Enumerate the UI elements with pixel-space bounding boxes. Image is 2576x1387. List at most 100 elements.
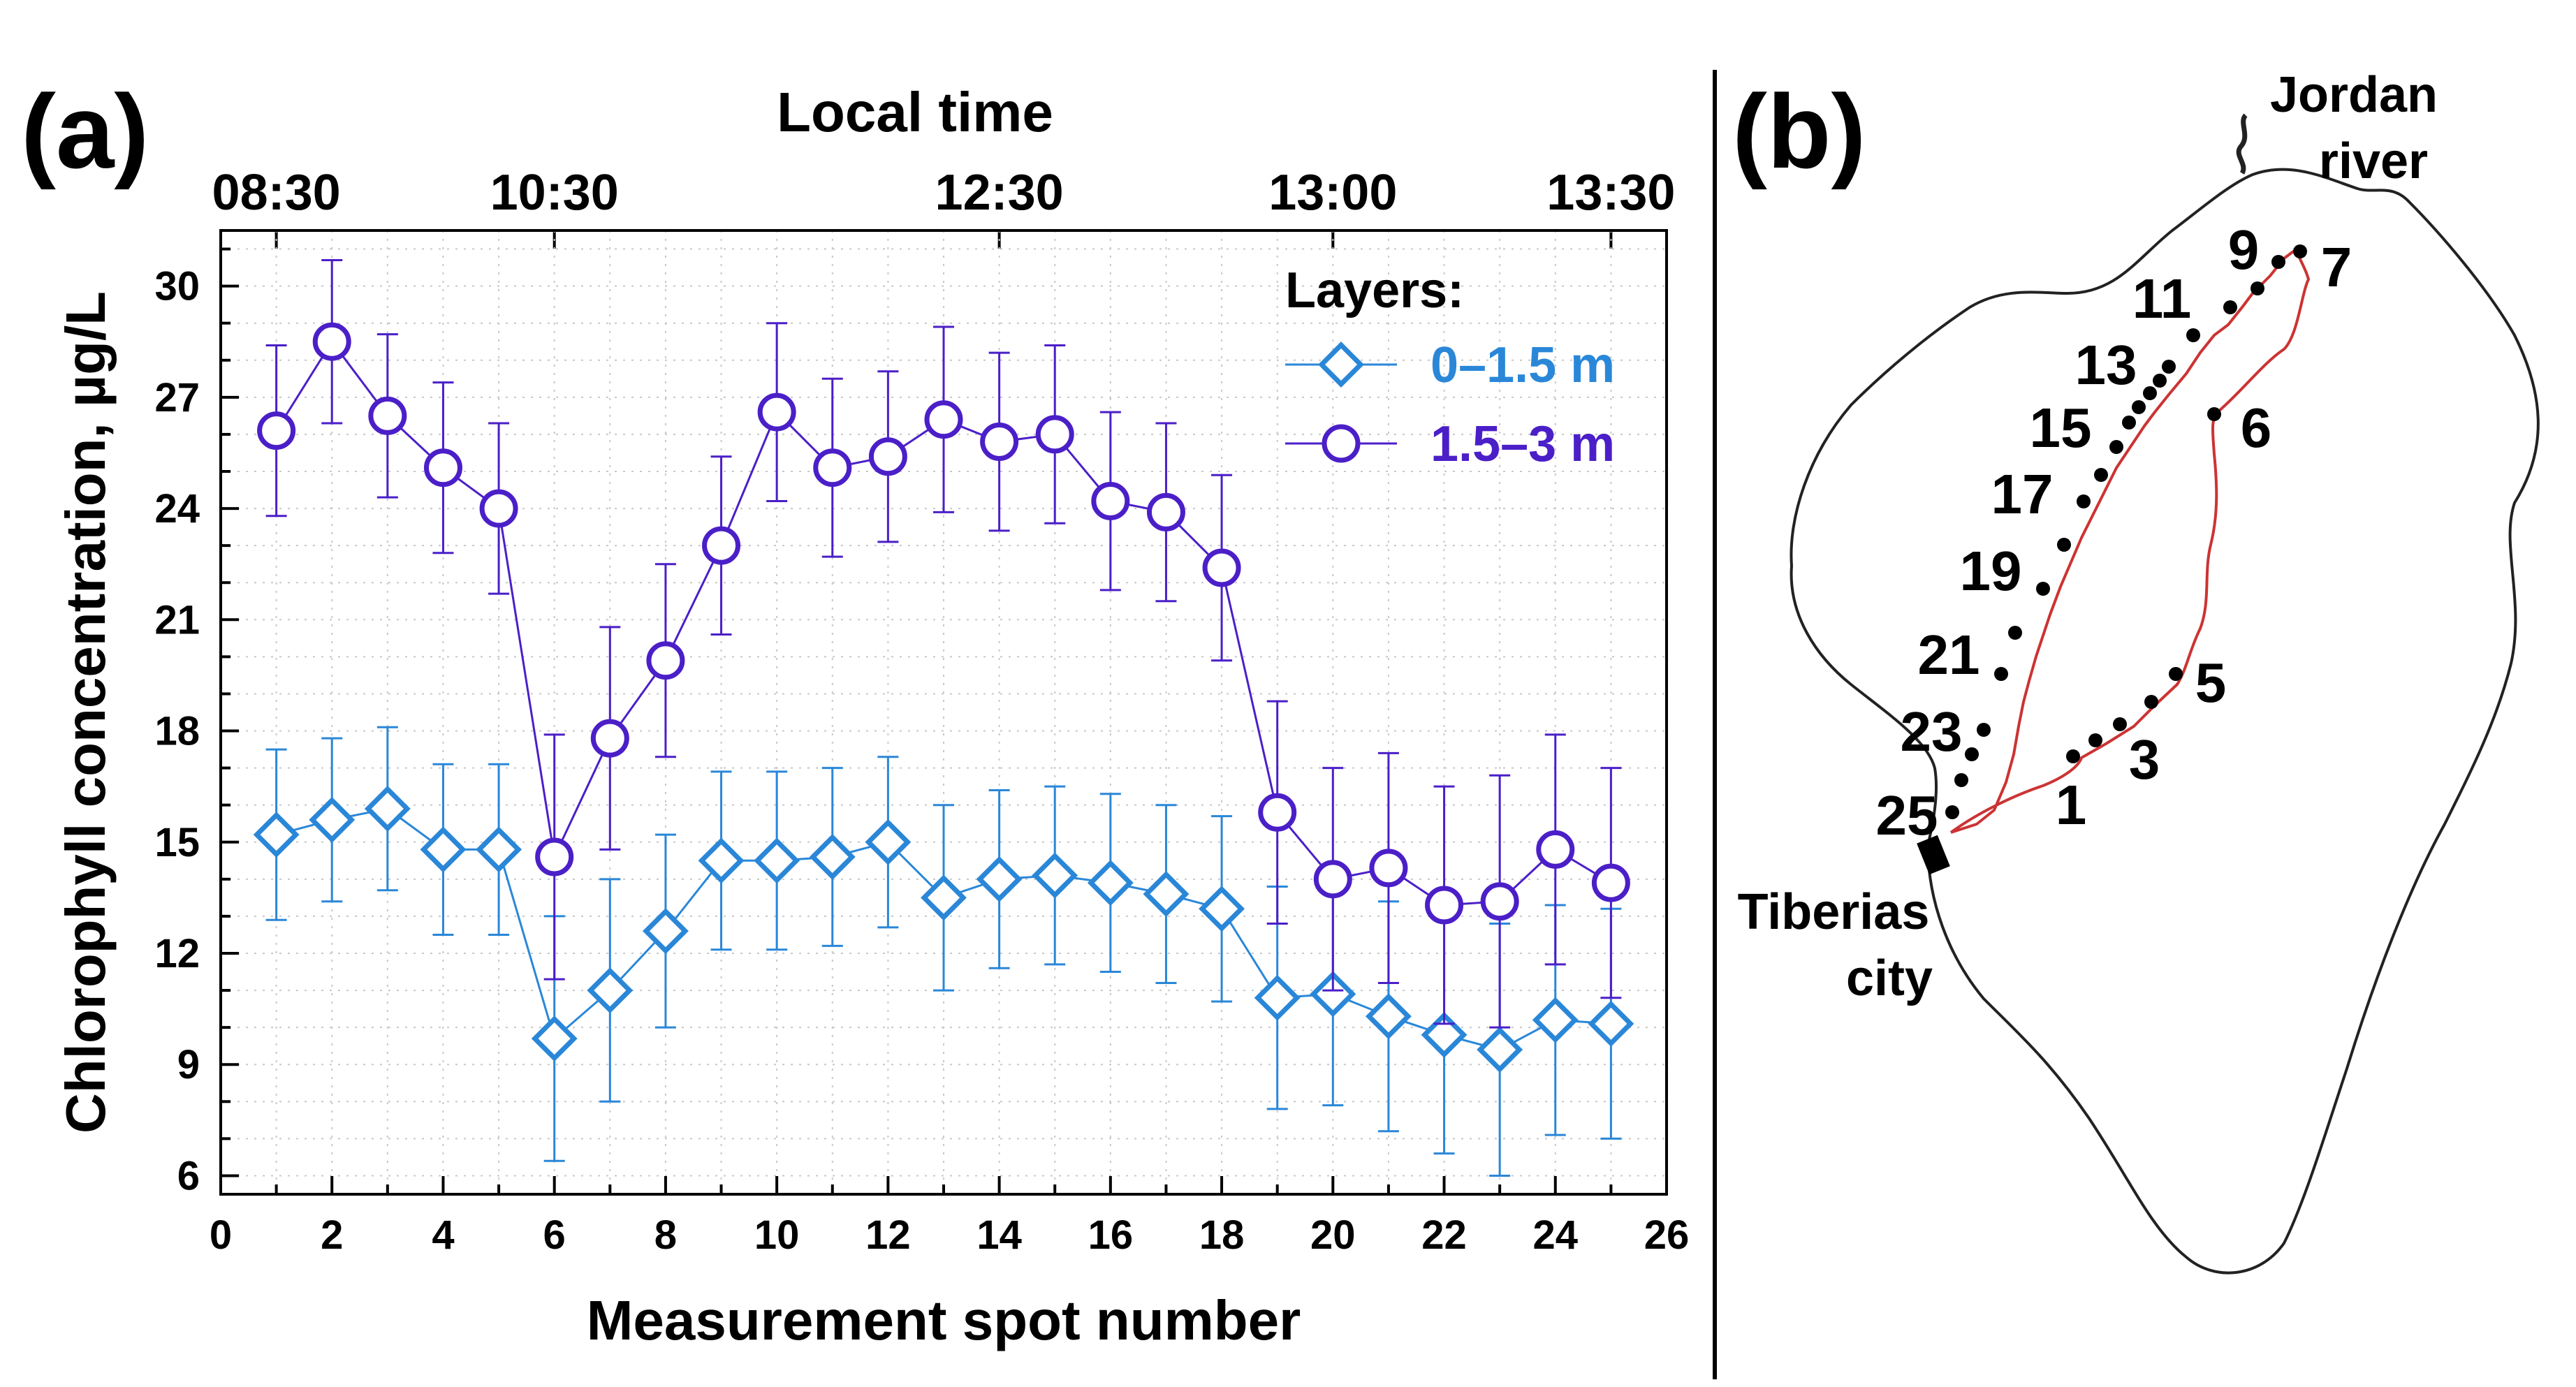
data-point-circle: [757, 392, 796, 432]
data-point-diamond: [253, 812, 300, 858]
spot-dot: [2057, 538, 2071, 552]
spot-dot: [2251, 281, 2264, 295]
map-panel: 1 3 5 6 7 9 11 13 15 17 19 21 23 25 Jord…: [1738, 67, 2540, 1275]
data-point-circle: [1146, 492, 1185, 531]
data-point-diamond: [1143, 871, 1190, 918]
top-axis-title: Local time: [777, 81, 1053, 143]
panel-b-label: (b): [1732, 73, 1866, 190]
series-shallow: [253, 726, 1634, 1177]
data-point-circle: [1258, 793, 1297, 832]
spot-label: 15: [2030, 397, 2092, 459]
data-point-circle: [368, 396, 407, 435]
legend-label-shallow: 0–1.5 m: [1430, 337, 1615, 393]
data-point-diamond: [1532, 997, 1579, 1043]
x-tick-label: 12: [865, 1212, 911, 1258]
x-axis-title: Measurement spot number: [587, 1289, 1301, 1351]
data-point-circle: [868, 437, 907, 476]
y-tick-label: 30: [154, 264, 200, 309]
data-point-diamond: [531, 1015, 578, 1062]
data-point-circle: [1202, 548, 1241, 587]
data-point-diamond: [476, 826, 522, 873]
data-point-diamond: [1421, 1011, 1468, 1058]
data-point-diamond: [642, 908, 689, 955]
spot-label: 25: [1876, 784, 1938, 846]
spot-dot: [2223, 300, 2237, 314]
x-tick-label: 22: [1421, 1212, 1467, 1258]
data-point-circle: [1591, 863, 1630, 902]
data-point-circle: [590, 719, 629, 758]
spot-dot: [2207, 407, 2221, 421]
y-tick-label: 18: [154, 709, 200, 754]
data-point-circle: [423, 448, 462, 487]
top-tick-labels: 08:30 10:30 12:30 13:00 13:30: [212, 165, 1675, 249]
measurement-spots: [1945, 244, 2307, 819]
x-tick-label: 2: [321, 1212, 343, 1258]
data-point-circle: [1313, 860, 1352, 899]
spot-dot: [1965, 747, 1979, 761]
spot-dot: [1977, 723, 1991, 737]
data-point-circle: [702, 526, 741, 565]
spot-label: 7: [2321, 236, 2352, 298]
spot-dot: [2122, 416, 2136, 430]
y-tick-label: 24: [154, 486, 200, 531]
data-point-diamond: [1477, 1027, 1523, 1073]
data-point-circle: [646, 641, 685, 680]
spot-dot: [2169, 667, 2183, 681]
data-point-diamond: [1087, 860, 1134, 907]
tiberias-label-line1: Tiberias: [1738, 884, 1930, 940]
x-tick-label: 24: [1533, 1212, 1579, 1258]
spot-label: 9: [2228, 219, 2260, 281]
data-point-diamond: [364, 786, 411, 832]
data-point-diamond: [1032, 852, 1078, 899]
y-tick-label: 21: [154, 597, 200, 643]
jordan-river-label-line2: river: [2319, 133, 2428, 189]
spot-label: 17: [1991, 463, 2054, 525]
tiberias-label-line2: city: [1846, 951, 1933, 1006]
spot-dot: [1954, 773, 1968, 787]
spot-label: 23: [1901, 700, 1963, 763]
legend-marker-circle: [1322, 424, 1361, 463]
y-tick-label: 12: [154, 931, 200, 976]
series-layer: [253, 258, 1634, 1177]
legend-title: Layers:: [1285, 263, 1464, 318]
data-point-diamond: [309, 796, 356, 843]
top-tick-label: 08:30: [212, 165, 341, 221]
data-point-diamond: [1254, 974, 1301, 1021]
spot-dot: [2113, 717, 2127, 731]
data-point-circle: [924, 400, 963, 439]
boat-route: [1949, 247, 2310, 834]
spot-dot: [2066, 749, 2080, 763]
spot-dot: [2088, 733, 2102, 747]
panel-a-label: (a): [21, 73, 149, 190]
y-axis-title: Chlorophyll concentration, µg/L: [54, 291, 117, 1133]
spot-dot: [1945, 805, 1959, 819]
spot-dot: [2143, 386, 2157, 400]
spot-label: 21: [1918, 624, 1980, 686]
jordan-river-label-line1: Jordan: [2270, 67, 2438, 123]
x-tick-label: 6: [543, 1212, 566, 1258]
tiberias-city-marker: [1917, 835, 1950, 875]
spot-dot: [2271, 255, 2285, 269]
spot-label: 13: [2075, 334, 2137, 396]
spot-dot: [2144, 695, 2158, 709]
legend-label-deep: 1.5–3 m: [1430, 416, 1615, 472]
spot-dot: [2008, 626, 2022, 640]
x-tick-label: 10: [754, 1212, 800, 1258]
data-point-diamond: [1365, 993, 1412, 1040]
spot-dot: [2162, 360, 2176, 374]
data-point-circle: [1425, 886, 1464, 925]
x-tick-label: 16: [1088, 1212, 1134, 1258]
data-point-diamond: [587, 967, 634, 1014]
x-tick-label: 8: [654, 1212, 677, 1258]
spot-dot: [2153, 374, 2167, 388]
x-tick-label: 14: [976, 1212, 1022, 1258]
spot-label: 19: [1960, 540, 2022, 602]
x-axis-ticks: 0 2 4 6 8 10 12 14 16 18 20 22 24 26: [210, 1176, 1689, 1258]
data-point-circle: [980, 423, 1019, 462]
series-deep: [257, 258, 1630, 1029]
data-point-diamond: [1310, 971, 1356, 1018]
x-tick-label: 26: [1644, 1212, 1690, 1258]
spot-label: 3: [2129, 728, 2160, 791]
lake-outline: [1790, 168, 2540, 1275]
